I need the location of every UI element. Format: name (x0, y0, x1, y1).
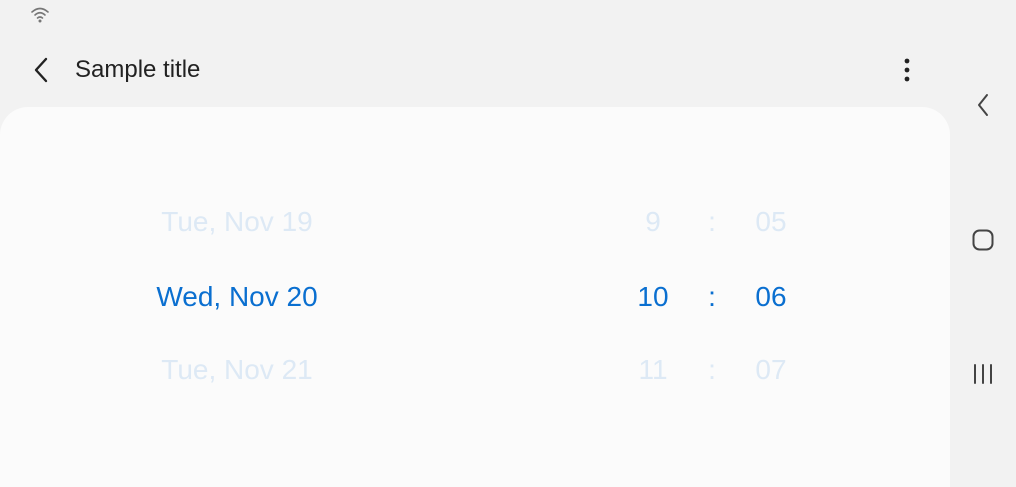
more-options-button[interactable] (887, 50, 927, 90)
hour-option-selected[interactable]: 10 (637, 281, 669, 312)
hour-option-next[interactable]: 11 (638, 354, 668, 385)
more-vertical-icon (904, 58, 910, 82)
time-separator-selected: : (708, 281, 716, 312)
wifi-icon (31, 7, 49, 23)
minute-option-selected[interactable]: 06 (755, 281, 787, 312)
navigation-bar (950, 0, 1016, 482)
nav-recents-button[interactable] (963, 354, 1003, 394)
date-option-next[interactable]: Tue, Nov 21 (161, 354, 313, 385)
nav-home-icon (972, 229, 994, 251)
chevron-left-icon (34, 57, 48, 83)
nav-back-icon (978, 94, 988, 116)
back-button[interactable] (22, 50, 62, 90)
hour-option-prev[interactable]: 9 (645, 206, 661, 237)
app-bar: Sample title (0, 40, 950, 100)
time-separator-next: : (708, 354, 716, 385)
date-option-prev[interactable]: Tue, Nov 19 (161, 206, 313, 237)
nav-recents-icon (974, 364, 992, 384)
date-option-selected[interactable]: Wed, Nov 20 (156, 281, 318, 312)
minute-option-prev[interactable]: 05 (755, 206, 787, 237)
nav-home-button[interactable] (963, 220, 1003, 260)
status-bar (0, 0, 950, 30)
time-separator-prev: : (708, 206, 716, 237)
nav-back-button[interactable] (963, 85, 1003, 125)
page-title: Sample title (75, 56, 201, 83)
date-time-picker-card: Tue, Nov 19 Wed, Nov 20 Tue, Nov 21 9 10… (0, 107, 950, 487)
minute-option-next[interactable]: 07 (755, 354, 787, 385)
